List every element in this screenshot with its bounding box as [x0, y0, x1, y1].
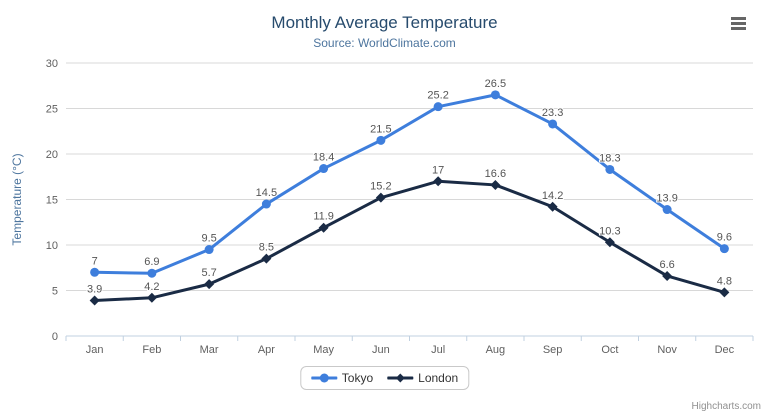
data-label-tokyo: 21.5	[370, 123, 391, 135]
legend: Tokyo London	[299, 366, 470, 390]
data-label-london: 17	[432, 164, 444, 176]
data-point-tokyo[interactable]	[605, 164, 615, 174]
y-axis-tick-label: 20	[46, 149, 58, 161]
export-menu-button[interactable]	[729, 13, 753, 33]
data-point-london[interactable]	[604, 237, 615, 248]
data-label-tokyo: 26.5	[485, 78, 506, 90]
data-point-london[interactable]	[318, 222, 329, 233]
data-label-tokyo: 18.3	[599, 152, 620, 164]
data-label-london: 3.9	[87, 284, 102, 296]
legend-label: London	[418, 371, 459, 385]
data-label-london: 14.2	[542, 190, 563, 202]
data-point-london[interactable]	[89, 295, 100, 306]
chart-subtitle: Source: WorldClimate.com	[313, 36, 456, 50]
y-axis-tick-label: 30	[46, 58, 58, 70]
x-axis-label-jun: Jun	[372, 344, 390, 356]
data-point-tokyo[interactable]	[662, 205, 672, 215]
legend-item-tokyo[interactable]: Tokyo	[310, 371, 374, 385]
x-axis-label-sep: Sep	[543, 344, 563, 356]
x-axis-label-feb: Feb	[142, 344, 161, 356]
chart-title: Monthly Average Temperature	[271, 13, 498, 32]
x-axis-label-dec: Dec	[715, 344, 735, 356]
data-point-london[interactable]	[433, 176, 444, 187]
x-axis-label-may: May	[313, 344, 334, 356]
data-point-tokyo[interactable]	[204, 245, 214, 255]
data-point-tokyo[interactable]	[490, 90, 500, 100]
data-point-london[interactable]	[662, 270, 673, 281]
circle-marker-icon	[310, 373, 337, 383]
series-line-tokyo	[93, 93, 726, 275]
data-point-tokyo[interactable]	[548, 119, 558, 129]
data-label-london: 5.7	[201, 267, 216, 279]
legend-label: Tokyo	[341, 371, 374, 385]
x-axis-label-jul: Jul	[431, 344, 445, 356]
data-label-tokyo: 6.9	[144, 256, 159, 268]
data-label-tokyo: 13.9	[656, 193, 677, 205]
hamburger-menu-icon	[731, 21, 746, 25]
series-line-london	[93, 179, 726, 303]
x-axis-label-aug: Aug	[486, 344, 506, 356]
data-point-tokyo[interactable]	[319, 164, 329, 174]
data-point-london[interactable]	[204, 279, 215, 290]
hamburger-menu-icon	[731, 26, 746, 30]
y-axis-tick-label: 5	[52, 286, 58, 298]
data-point-tokyo[interactable]	[147, 268, 157, 278]
data-label-tokyo: 18.4	[313, 152, 334, 164]
data-point-london[interactable]	[547, 201, 558, 212]
y-axis-tick-label: 25	[46, 104, 58, 116]
data-point-tokyo[interactable]	[90, 267, 100, 277]
data-point-tokyo[interactable]	[261, 199, 271, 209]
data-label-london: 15.2	[370, 181, 391, 193]
x-axis-label-apr: Apr	[258, 344, 275, 356]
highcharts-credit-link[interactable]: Highcharts.com	[691, 401, 761, 412]
data-label-london: 4.2	[144, 281, 159, 293]
data-label-london: 4.8	[717, 275, 732, 287]
data-label-tokyo: 25.2	[427, 90, 448, 102]
data-label-tokyo: 7	[92, 255, 98, 267]
data-point-tokyo[interactable]	[719, 244, 729, 254]
y-axis-tick-label: 10	[46, 240, 58, 252]
legend-item-london[interactable]: London	[387, 371, 458, 385]
data-point-london[interactable]	[146, 292, 157, 303]
data-point-tokyo[interactable]	[433, 102, 443, 112]
x-axis-label-oct: Oct	[601, 344, 618, 356]
data-label-london: 11.9	[313, 211, 334, 223]
data-label-london: 6.6	[659, 259, 674, 271]
y-axis-tick-label: 15	[46, 195, 58, 207]
data-point-london[interactable]	[375, 192, 386, 203]
x-axis-label-jan: Jan	[86, 344, 104, 356]
data-label-tokyo: 14.5	[256, 187, 277, 199]
data-point-london[interactable]	[261, 253, 272, 264]
x-axis-label-nov: Nov	[657, 344, 677, 356]
data-point-london[interactable]	[719, 287, 730, 298]
data-label-tokyo: 9.6	[717, 232, 732, 244]
data-label-tokyo: 23.3	[542, 107, 563, 119]
data-label-london: 8.5	[259, 242, 274, 254]
x-axis-label-mar: Mar	[200, 344, 219, 356]
data-point-london[interactable]	[490, 179, 501, 190]
hamburger-menu-icon	[731, 16, 746, 20]
data-label-tokyo: 9.5	[201, 233, 216, 245]
y-axis-tick-label: 0	[52, 331, 58, 343]
data-label-london: 16.6	[485, 168, 506, 180]
diamond-marker-icon	[387, 373, 414, 383]
data-label-london: 10.3	[599, 225, 620, 237]
data-point-tokyo[interactable]	[376, 135, 386, 145]
y-axis-title: Temperature (°C)	[10, 153, 24, 245]
